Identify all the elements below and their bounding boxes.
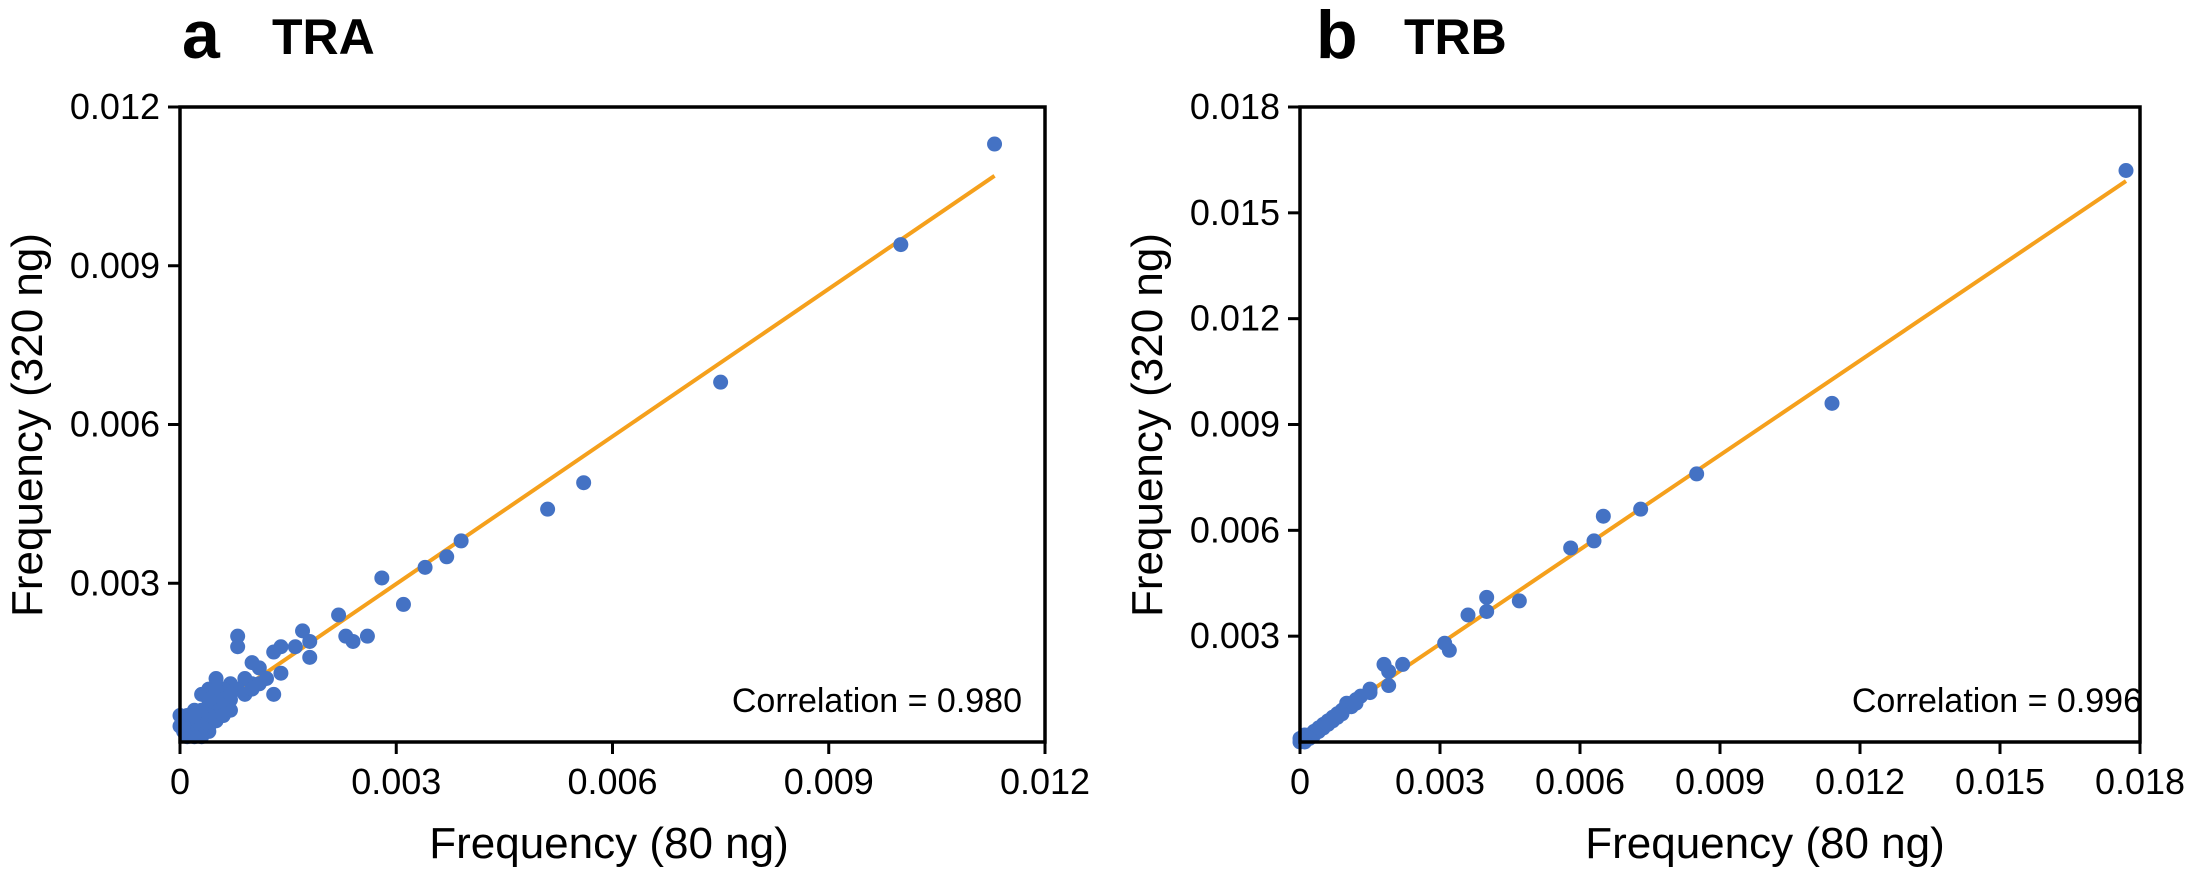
panel-b-data-point — [1437, 635, 1453, 651]
panel-b-x-tick-label: 0 — [1290, 761, 1310, 802]
panel-b-data-point — [1329, 709, 1345, 725]
panel-b-data-point — [2118, 163, 2134, 178]
panel-b-x-tick-label: 0.006 — [1535, 761, 1625, 802]
panel-a-x-tick-label: 0.006 — [567, 761, 657, 802]
panel-a-data-point — [186, 708, 202, 724]
panel-a-data-point — [439, 549, 455, 565]
panel-a-data-point — [540, 501, 556, 517]
panel-b-fit-line — [1298, 179, 2128, 741]
panel-b-letter: b — [1316, 0, 1358, 73]
panel-a-data-point — [576, 475, 592, 491]
panel-a-y-tick-label: 0.012 — [70, 86, 160, 127]
panel-b-x-tick-label: 0.015 — [1955, 761, 2045, 802]
panel-a-data-point — [208, 681, 224, 697]
panel-a-data-point — [345, 633, 361, 649]
panel-b-y-tick-label: 0.018 — [1190, 86, 1280, 127]
panel-a-data-point — [453, 533, 469, 549]
panel-a-title: TRA — [272, 9, 375, 65]
panel-a-data-point — [331, 607, 347, 623]
panel-a-x-tick-label: 0 — [170, 761, 190, 802]
panel-a-data-point — [222, 702, 238, 718]
panel-a-data-point — [295, 623, 311, 639]
panel-b-x-tick-label: 0.012 — [1815, 761, 1905, 802]
panel-a-data-point — [237, 671, 253, 686]
panel-b-data-point — [1586, 533, 1602, 549]
panel-b-correlation-annotation: Correlation = 0.996 — [1852, 682, 2142, 720]
panel-a-y-tick-label: 0.009 — [70, 245, 160, 286]
panel-a-data-point — [417, 559, 433, 575]
panel-b-data-point — [1479, 589, 1495, 605]
panel-a-data-point — [302, 633, 318, 649]
scatter-plot-a: 0 0.003 0.006 0.009 0.012 0.003 0.006 0.009 0.01… — [70, 86, 1090, 802]
panel-b-data-point — [1381, 678, 1397, 694]
panel-b-data-point — [1460, 607, 1476, 623]
panel-a-x-tick-label: 0.003 — [351, 761, 441, 802]
scatter-plot-b: 0 0.003 0.006 0.009 0.012 0.015 0.018 0.003 0.00… — [1190, 86, 2185, 802]
panel-b-y-axis-label: Frequency (320 ng) — [1123, 233, 1172, 617]
panel-b-data-point — [1376, 656, 1392, 672]
panel-b-x-tick-label: 0.003 — [1395, 761, 1485, 802]
panel-b-data-point — [1362, 685, 1378, 701]
panel-a-data-point — [359, 628, 375, 644]
panel-b-data-point — [1511, 593, 1527, 609]
panel-b-data-point — [1689, 466, 1705, 482]
panel-b-data-point — [1633, 501, 1649, 517]
panel-b-x-tick-label: 0.018 — [2095, 761, 2185, 802]
panel-b-data-point — [1824, 395, 1840, 411]
panel-a-data-point — [244, 655, 260, 671]
panel-a-data-point — [893, 237, 909, 253]
panel-b-y-tick-label: 0.015 — [1190, 192, 1280, 233]
panel-a-data-point — [230, 639, 246, 655]
panel-b-x-axis-label: Frequency (80 ng) — [1585, 819, 1945, 868]
panel-b-y-tick-label: 0.003 — [1190, 615, 1280, 656]
panel-a-data-point — [208, 671, 224, 686]
panel-a-data-point — [713, 374, 729, 390]
panel-a-letter: a — [182, 0, 221, 73]
panel-b-data-point — [1395, 656, 1411, 672]
panel-b-data-point — [1563, 540, 1579, 556]
panel-a-y-tick-label: 0.006 — [70, 404, 160, 445]
panel-a-y-axis-label: Frequency (320 ng) — [3, 233, 52, 617]
panel-a-x-axis-label: Frequency (80 ng) — [429, 819, 789, 868]
panel-a-data-point — [273, 665, 289, 681]
panel-b-y-tick-label: 0.009 — [1190, 404, 1280, 445]
panel-a-data-point — [395, 596, 411, 612]
panel-b-data-point — [1348, 695, 1364, 711]
panel-a-data-point — [266, 686, 282, 702]
panel-b-data-point — [1595, 508, 1611, 524]
panel-b-title: TRB — [1404, 9, 1507, 65]
panel-a-x-tick-label: 0.009 — [784, 761, 874, 802]
panel-b-y-tick-label: 0.006 — [1190, 509, 1280, 550]
panel-a-y-tick-label: 0.003 — [70, 562, 160, 603]
panel-a-data-point — [251, 676, 267, 692]
panel-a-x-tick-label: 0.012 — [1000, 761, 1090, 802]
panel-a: a TRA 0 0.003 0.006 0.009 0.012 0.003 0.006 0.0… — [3, 0, 1090, 868]
panel-b-x-tick-label: 0.009 — [1675, 761, 1765, 802]
panel-b-plot-frame — [1298, 105, 2142, 744]
panel-a-data-point — [266, 644, 282, 660]
panel-a-correlation-annotation: Correlation = 0.980 — [732, 682, 1022, 720]
panel-a-data-point — [302, 649, 318, 665]
panel-a-data-point — [287, 639, 303, 655]
panel-b: b TRB 0 0.003 0.006 0.009 0.012 0.015 0.018 0.0… — [1123, 0, 2185, 868]
panel-a-data-point — [201, 692, 217, 708]
panel-a-data-point — [987, 136, 1003, 152]
panel-b-data-point — [1479, 603, 1495, 619]
panel-a-data-point — [374, 570, 390, 586]
panel-a-data-point — [222, 686, 238, 702]
panel-a-data-point — [230, 628, 246, 644]
panel-b-y-tick-label: 0.012 — [1190, 298, 1280, 339]
